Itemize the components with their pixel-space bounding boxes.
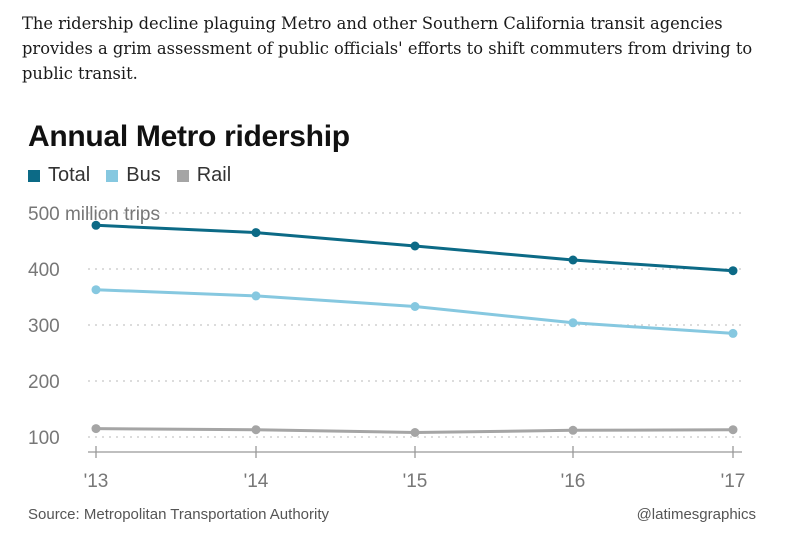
data-point-bus-0 bbox=[91, 285, 101, 295]
y-tick-label-100: 100 bbox=[28, 428, 60, 449]
legend-item-rail: Rail bbox=[176, 164, 232, 187]
intro-paragraph: The ridership decline plaguing Metro and… bbox=[22, 14, 753, 83]
data-point-rail-0 bbox=[91, 424, 101, 434]
legend-label-total: Total bbox=[48, 164, 91, 186]
chart-title: Annual Metro ridership bbox=[28, 120, 350, 153]
data-point-rail-1 bbox=[251, 425, 261, 435]
legend-item-bus: Bus bbox=[106, 164, 161, 187]
data-point-total-1 bbox=[251, 228, 261, 238]
credit-note: @latimesgraphics bbox=[636, 506, 756, 523]
y-tick-label-400: 400 bbox=[28, 260, 60, 281]
data-point-rail-2 bbox=[410, 428, 420, 437]
x-tick-label-4: '17 bbox=[721, 471, 746, 492]
data-point-total-3 bbox=[568, 255, 578, 265]
legend-label-rail: Rail bbox=[196, 164, 232, 186]
data-point-bus-4 bbox=[728, 328, 738, 338]
data-point-total-4 bbox=[728, 266, 738, 276]
data-point-total-0 bbox=[91, 220, 101, 230]
legend-swatch-total bbox=[28, 169, 40, 182]
x-tick-label-2: '15 bbox=[403, 471, 428, 492]
data-point-bus-1 bbox=[251, 291, 261, 301]
y-tick-label-200: 200 bbox=[28, 372, 60, 393]
legend-label-bus: Bus bbox=[126, 164, 161, 186]
legend-swatch-rail bbox=[176, 169, 189, 182]
x-tick-label-0: '13 bbox=[84, 471, 109, 492]
y-tick-label-500: 500 million trips bbox=[28, 204, 160, 225]
x-tick-label-1: '14 bbox=[244, 471, 269, 492]
legend-swatch-bus bbox=[106, 169, 119, 182]
data-point-total-2 bbox=[410, 241, 420, 251]
data-point-bus-3 bbox=[568, 318, 578, 328]
chart-legend: Total Bus Rail bbox=[28, 164, 247, 187]
y-tick-label-300: 300 bbox=[28, 316, 60, 337]
source-note: Source: Metropolitan Transportation Auth… bbox=[28, 506, 329, 523]
series-line-bus bbox=[94, 288, 735, 335]
legend-item-total: Total bbox=[28, 164, 90, 187]
data-point-rail-3 bbox=[568, 425, 578, 435]
data-point-rail-4 bbox=[728, 425, 738, 435]
data-point-bus-2 bbox=[410, 302, 420, 311]
x-tick-label-3: '16 bbox=[561, 471, 586, 492]
